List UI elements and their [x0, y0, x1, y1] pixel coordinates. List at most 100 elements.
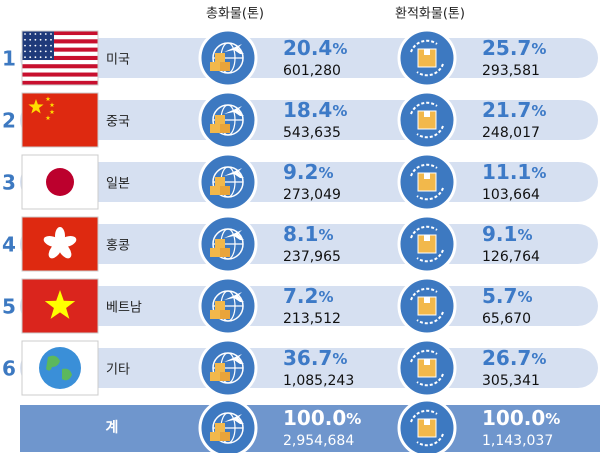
percent-unit: % — [346, 410, 361, 428]
flag — [21, 216, 99, 272]
percent-unit: % — [318, 164, 333, 182]
icon-box — [215, 363, 225, 372]
tonnage: 2,954,684 — [283, 433, 354, 449]
stripe — [22, 51, 98, 56]
star-dot — [29, 50, 32, 53]
tonnage: 65,670 — [482, 311, 531, 327]
star-dot — [50, 38, 52, 41]
flag — [21, 278, 99, 334]
star-dot — [34, 56, 37, 59]
stripe — [22, 55, 98, 61]
transship-icon — [397, 276, 457, 336]
percent-value: 9.2 — [283, 160, 318, 184]
rank: 4 — [2, 233, 16, 257]
transship-icon — [397, 28, 457, 88]
icon-arrows — [410, 101, 444, 139]
icon-box — [210, 372, 220, 381]
star — [45, 115, 51, 121]
stripe — [22, 80, 98, 85]
cargo-icon — [198, 338, 258, 398]
icon-box — [220, 248, 230, 257]
total-label: 계 — [106, 420, 119, 436]
star-dot — [24, 56, 26, 59]
star-dot — [50, 44, 52, 47]
percent: 9.1% — [482, 222, 532, 246]
icon-box — [210, 124, 220, 133]
cargo-icon — [198, 214, 258, 274]
star-dot — [44, 56, 47, 59]
star-dot — [29, 38, 32, 41]
percent-unit: % — [531, 164, 546, 182]
star-dot — [50, 33, 52, 35]
icon-box — [210, 432, 220, 441]
star — [49, 102, 55, 108]
cargo-icon — [198, 276, 258, 336]
rank: 2 — [2, 109, 16, 133]
star-dot — [24, 50, 26, 53]
star-dot — [44, 44, 47, 47]
country: 기타 — [106, 363, 130, 378]
icon-box — [215, 423, 225, 432]
star-dot — [24, 44, 26, 47]
flag — [21, 30, 99, 86]
icon-box — [220, 186, 230, 195]
icon-box — [215, 239, 225, 248]
country: 미국 — [106, 53, 130, 68]
tonnage: 213,512 — [283, 311, 341, 327]
icon-box — [210, 62, 220, 71]
percent: 7.2% — [283, 284, 333, 308]
transship-icon — [397, 152, 457, 212]
percent: 11.1% — [482, 160, 546, 184]
tonnage: 237,965 — [283, 249, 341, 265]
icon-arrows — [410, 409, 444, 447]
icon-plane — [224, 354, 244, 364]
star-dot — [29, 44, 32, 47]
country: 베트남 — [106, 301, 142, 316]
icon-box — [220, 124, 230, 133]
percent-value: 21.7 — [482, 98, 531, 122]
rank: 3 — [2, 171, 16, 195]
percent-unit: % — [531, 102, 546, 120]
star-dot — [24, 38, 26, 41]
tonnage: 1,085,243 — [283, 373, 354, 389]
total-bar — [20, 405, 600, 452]
stripe — [22, 43, 98, 48]
star-dot — [39, 56, 42, 59]
rank: 5 — [2, 295, 16, 319]
percent-unit: % — [318, 288, 333, 306]
star-dot — [29, 33, 32, 35]
rank: 1 — [2, 47, 16, 71]
icon-box — [210, 186, 220, 195]
percent-value: 18.4 — [283, 98, 332, 122]
icon-plane — [224, 230, 244, 240]
country: 일본 — [106, 177, 130, 192]
percent: 5.7% — [482, 284, 532, 308]
icon-box — [215, 301, 225, 310]
star — [49, 109, 55, 115]
cargo-icon — [198, 398, 258, 453]
icon-box — [210, 310, 220, 319]
percent: 100.0% — [283, 406, 361, 430]
percent: 36.7% — [283, 346, 347, 370]
icon-plane — [224, 44, 244, 54]
percent-value: 5.7 — [482, 284, 517, 308]
transship-header: 환적화물(톤) — [395, 7, 465, 22]
icon-box — [220, 432, 230, 441]
tonnage: 601,280 — [283, 63, 341, 79]
star-dot — [44, 33, 47, 35]
stripe — [22, 35, 98, 40]
canton — [22, 31, 54, 60]
cargo-icon — [198, 90, 258, 150]
percent-unit: % — [517, 288, 532, 306]
tonnage: 543,635 — [283, 125, 341, 141]
star-dot — [39, 33, 42, 35]
tonnage: 103,664 — [482, 187, 540, 203]
star-dot — [34, 50, 37, 53]
icon-arrows — [410, 163, 444, 201]
icon-arrows — [410, 349, 444, 387]
percent-value: 11.1 — [482, 160, 531, 184]
icon-tape — [424, 173, 430, 179]
icon-box — [220, 372, 230, 381]
stripe — [22, 60, 98, 65]
